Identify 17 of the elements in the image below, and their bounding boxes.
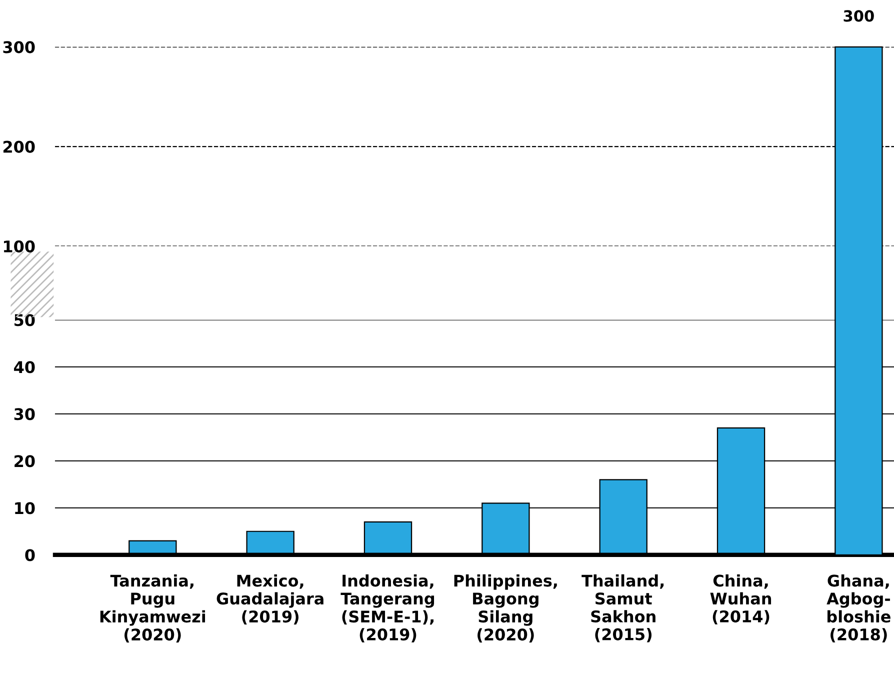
x-tick-label: Tanzania, Pugu Kinyamwezi (2020): [100, 574, 206, 642]
data-label: 300: [844, 10, 874, 22]
x-tick-label: Mexico, Guadalajara (2019): [216, 574, 324, 624]
x-tick-label: Indonesia, Tangerang (SEM-E-1), (2019): [340, 574, 434, 642]
y-tick-label: 30: [14, 408, 35, 420]
y-tick-label: 10: [15, 502, 35, 514]
y-tick-label: 200: [3, 140, 35, 153]
y-tick-label: 40: [14, 361, 35, 374]
x-tick-label: Thailand, Samut Sakhon (2015): [582, 574, 664, 642]
y-tick-label: 0: [25, 549, 35, 562]
x-tick-label: Philippines, Bagong Silang (2020): [454, 574, 557, 642]
x-tick-label: Ghana, Agbog- bloshie (2018): [826, 574, 890, 642]
y-tick-label: 20: [14, 455, 35, 468]
x-tick-label: China, Wuhan (2014): [710, 574, 772, 624]
y-tick-label: 50: [14, 314, 35, 326]
y-tick-label: 300: [3, 41, 35, 54]
y-tick-label: 100: [4, 240, 35, 252]
